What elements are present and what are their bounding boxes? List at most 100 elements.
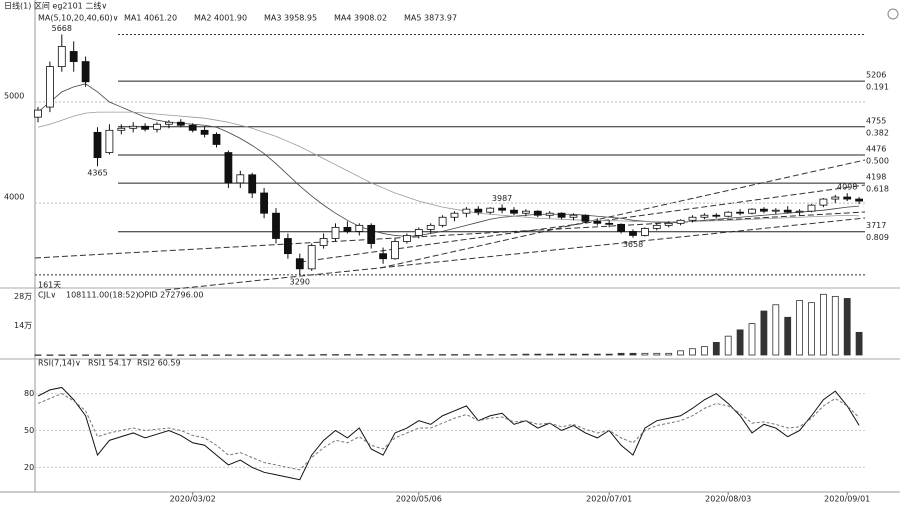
- candle-body: [605, 222, 614, 225]
- candle-body: [57, 45, 66, 68]
- candle-body: [688, 216, 697, 221]
- volume-bar: [165, 354, 173, 356]
- candle-body: [843, 196, 852, 200]
- fib-price: 5206: [866, 71, 886, 80]
- candle-body: [629, 231, 637, 236]
- candle-body: [81, 61, 90, 83]
- volume-bar: [94, 354, 101, 356]
- candle-body: [462, 208, 471, 214]
- volume-bar: [415, 354, 423, 356]
- volume-bar: [236, 354, 244, 356]
- candle-body: [153, 123, 161, 130]
- legend-entry: MA3 3958.95: [264, 14, 317, 23]
- volume-bar: [248, 354, 256, 356]
- candle-body: [117, 127, 126, 131]
- legend-entry: MA4 3908.02: [334, 14, 387, 23]
- candle-body: [283, 238, 292, 255]
- candle-body: [248, 174, 257, 194]
- volume-bar: [855, 331, 863, 356]
- y-tick-label: 14万: [14, 321, 32, 330]
- volume-bar: [653, 352, 661, 356]
- price-annotation: 3290: [290, 277, 310, 286]
- rsi-line: [37, 386, 860, 481]
- volume-bar: [106, 354, 113, 356]
- volume-bar: [510, 354, 518, 356]
- candle-body: [164, 121, 173, 125]
- volume-bar: [355, 354, 363, 356]
- rsi-title: RSI(7,14)∨: [38, 359, 81, 368]
- volume-bar: [427, 354, 435, 356]
- candle-body: [760, 208, 768, 212]
- fib-price: 4198: [866, 173, 886, 182]
- rsi-line: [37, 393, 860, 471]
- volume-bar: [82, 354, 89, 356]
- legend-entry: MA2 4001.90: [194, 14, 247, 23]
- fib-ratio: 0.618: [866, 185, 889, 194]
- volume-legend: 108111.00(18:52): [66, 291, 139, 300]
- volume-bar: [689, 348, 696, 356]
- volume-bar: [570, 353, 577, 356]
- candle-body: [93, 131, 102, 159]
- trend-line: [379, 159, 866, 269]
- legend-entry: RSI1 54.17: [88, 359, 132, 368]
- candle-body: [295, 258, 304, 270]
- candle-body: [307, 245, 316, 270]
- price-annotation: 4098: [837, 183, 857, 192]
- candle-body: [450, 212, 459, 218]
- candle-body: [105, 129, 114, 153]
- candle-body: [676, 219, 685, 224]
- volume-bar: [522, 353, 530, 356]
- volume-bar: [70, 354, 78, 356]
- volume-bar: [296, 354, 304, 356]
- trend-line: [164, 217, 866, 291]
- volume-bar: [701, 346, 708, 356]
- volume-bar: [629, 352, 637, 356]
- volume-bar: [641, 352, 649, 356]
- ma-line: [37, 111, 860, 223]
- candle-body: [569, 214, 578, 218]
- candle-body: [200, 129, 209, 135]
- candle-body: [176, 121, 185, 126]
- volume-bar: [201, 354, 209, 356]
- candle-body: [748, 208, 756, 214]
- volume-bar: [712, 342, 720, 356]
- price-annotation: 3658: [623, 240, 643, 249]
- settings-icon[interactable]: [887, 8, 899, 20]
- volume-bar: [808, 302, 815, 356]
- candle-body: [855, 198, 863, 202]
- candle-body: [712, 214, 721, 217]
- candle-body: [69, 51, 78, 62]
- volume-bar: [451, 354, 458, 356]
- volume-bar: [831, 295, 839, 356]
- legend-entry: RSI2 60.59: [137, 359, 181, 368]
- volume-bar: [772, 304, 780, 356]
- candle-body: [343, 226, 352, 232]
- candle-body: [807, 204, 816, 212]
- volume-bar: [677, 350, 684, 356]
- candle-body: [819, 198, 828, 206]
- volume-bar: [391, 354, 399, 356]
- y-tick-label: 20: [24, 463, 34, 472]
- fib-price: 4476: [866, 144, 886, 153]
- volume-bar: [546, 353, 554, 356]
- fib-price: 3717: [866, 221, 886, 230]
- header: 日线(1) 区间 eg2101 二线∨: [4, 1, 107, 11]
- candle-body: [652, 224, 661, 229]
- volume-bar: [820, 293, 827, 356]
- legend-entry: MA5 3873.97: [404, 14, 457, 23]
- candle-body: [129, 125, 138, 129]
- candle-body: [331, 226, 340, 239]
- candle-body: [438, 216, 447, 226]
- volume-bar: [343, 354, 351, 356]
- candle-body: [771, 209, 780, 212]
- candle-body: [700, 214, 709, 218]
- candle-body: [391, 241, 399, 260]
- volume-bar: [796, 300, 803, 356]
- volume-bar: [558, 353, 565, 356]
- volume-bar: [117, 354, 125, 356]
- candle-body: [557, 212, 566, 218]
- volume-bar: [308, 354, 316, 356]
- volume-bar: [593, 353, 601, 356]
- volume-bar: [605, 353, 613, 356]
- candle-body: [664, 222, 673, 226]
